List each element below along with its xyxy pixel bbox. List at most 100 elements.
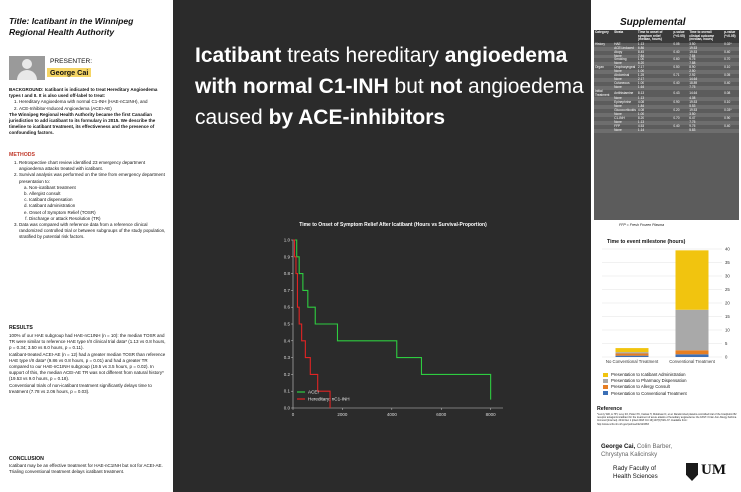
table-row: Glucocorticoids 4.08 0.20 19.53 0.03* [594, 108, 739, 113]
table-row: None 1.84 5.53 [594, 104, 739, 110]
table-cell: 1.00 [637, 80, 645, 85]
methods-item: Data was compared with reference data fr… [19, 222, 167, 241]
table-cell [723, 46, 739, 51]
y-tick-label: 30 [725, 274, 730, 279]
table-cell [723, 54, 739, 59]
table-cell: 0.40 [724, 123, 731, 128]
supplemental-title: Supplemental [620, 17, 686, 28]
university-logo: UM [686, 462, 726, 486]
x-tick-label: No Conventional Treatment [606, 359, 659, 364]
table-header: Category [594, 30, 614, 43]
reference-title: Reference [597, 406, 623, 412]
table-cell: None [613, 77, 637, 82]
table-cell: 1.00 [636, 112, 673, 117]
table-cell: 1.64 [636, 85, 673, 90]
table-cell: 0.20 [673, 108, 680, 113]
table-cell: Organ [595, 65, 604, 70]
table-cell: 8.13 [637, 90, 645, 95]
table-cell: Oropharyngeal [614, 65, 636, 70]
results-paragraph: 100% of our HAE subgroup had HAE-nC1INH … [9, 333, 166, 351]
table-cell: 9.75 [689, 123, 696, 128]
table-header: p-value (*<0.05) [672, 30, 689, 43]
table-cell [723, 77, 739, 82]
table-cell: 6.86 [636, 46, 673, 51]
bar-segment [675, 309, 709, 351]
km-chart-title: Time to Onset of Symptom Relief After Ic… [299, 222, 487, 228]
legend-swatch [603, 391, 608, 396]
table-cell: Atopy [614, 49, 623, 54]
table-cell: 0.90 [673, 100, 680, 105]
supplemental-note: FFP = Fresh Frozen Plasma [619, 223, 665, 227]
table-cell [723, 85, 739, 90]
table-header: p-value (*<0.05) [723, 30, 739, 43]
y-tick-label: 40 [725, 247, 730, 252]
table-cell: 1.13 [637, 41, 645, 46]
table-cell: None [613, 128, 637, 133]
y-tick-label: 0.5 [284, 322, 291, 327]
table-cell [672, 85, 689, 90]
table-cell [594, 62, 614, 67]
x-tick-label: 6000 [436, 412, 447, 417]
table-cell: 5.83 [688, 128, 724, 133]
author-line2: Chrystyna Kalicinsky [601, 451, 658, 458]
poster-title: Title: Icatibant in the Winnipeg Regiona… [9, 16, 134, 37]
bar-segment [675, 250, 709, 310]
bar-segment [615, 355, 649, 357]
table-cell: 14.64 [689, 90, 698, 95]
table-cell: 6.20 [636, 61, 673, 67]
x-tick-label: 2000 [337, 412, 348, 417]
legend-item: Presentation to Allergy Consult [603, 384, 687, 390]
table-cell [723, 105, 739, 110]
table-cell: 9.75 [689, 57, 696, 62]
legend-swatch [603, 379, 608, 384]
table-cell: 1.13 [636, 97, 673, 102]
legend-item: Presentation to Pharmacy Dispensation [603, 378, 687, 384]
table-cell: 4.08 [688, 97, 724, 102]
y-tick-label: 5 [725, 341, 728, 346]
table-cell [723, 97, 739, 102]
legend-label: Presentation to Pharmacy Dispensation [611, 378, 687, 384]
authors: George Cai, Colin Barber, Chrystyna Kali… [601, 443, 672, 459]
y-tick-label: 0.6 [284, 305, 291, 310]
table-cell: 4.53 [637, 123, 645, 128]
table-cell: 19.53 [689, 49, 698, 54]
table-cell [594, 46, 614, 51]
x-tick-label: 0 [292, 412, 295, 417]
table-cell: 5.53 [688, 104, 724, 110]
table-cell: Initial Treatment [595, 88, 610, 97]
table-row: Epinephrine 4.08 0.90 19.53 0.10 [594, 100, 739, 105]
table-cell: 0.03* [724, 108, 732, 113]
y-tick-label: 0.4 [284, 338, 291, 343]
table-cell: 0.40 [673, 49, 680, 54]
table-cell: 0.05 [724, 73, 731, 78]
conclusion-text: Icatibant may be an effective treatment … [9, 463, 163, 475]
table-row: None 1.14 5.83 [594, 128, 739, 133]
bg-list-item: ACE-Inhibitor-Induced Angioedema (ACEI-A… [19, 106, 167, 112]
table-row: C1-INH 8.20 0.70 6.47 0.90 [594, 116, 739, 121]
y-tick-label: 0.8 [284, 271, 291, 276]
table-cell: 0.08 [724, 90, 731, 95]
table-cell: Smoking [614, 57, 627, 62]
table-row: Atopy 8.45 0.40 19.53 0.40 [594, 49, 739, 55]
table-cell: 2.17 [637, 65, 645, 70]
table-row: None 2.17 14.64 [594, 77, 739, 82]
table-cell: 4.08 [637, 100, 645, 105]
table-row: Organ Oropharyngeal 2.17 0.50 8.90 0.10 [594, 65, 739, 70]
y-tick-label: 0.0 [284, 406, 291, 411]
table-cell: 4.08 [637, 108, 645, 113]
table-cell [594, 85, 614, 90]
results-section: 100% of our HAE subgroup had HAE-nC1INH … [9, 333, 167, 395]
table-cell: 19.53 [689, 108, 698, 113]
table-cell: 0.71 [673, 73, 680, 78]
table-cell [672, 77, 689, 82]
table-cell: 0.05 [673, 41, 680, 46]
x-tick-label: 8000 [486, 412, 497, 417]
table-cell [723, 70, 739, 75]
table-cell: None [613, 61, 637, 67]
table-cell: None [613, 85, 637, 90]
y-tick-label: 1.0 [284, 238, 291, 243]
table-cell: 2.50 [688, 69, 724, 75]
table-cell: 8.90 [689, 65, 696, 70]
km-series-line [293, 239, 492, 400]
y-tick-label: 0 [725, 355, 728, 360]
